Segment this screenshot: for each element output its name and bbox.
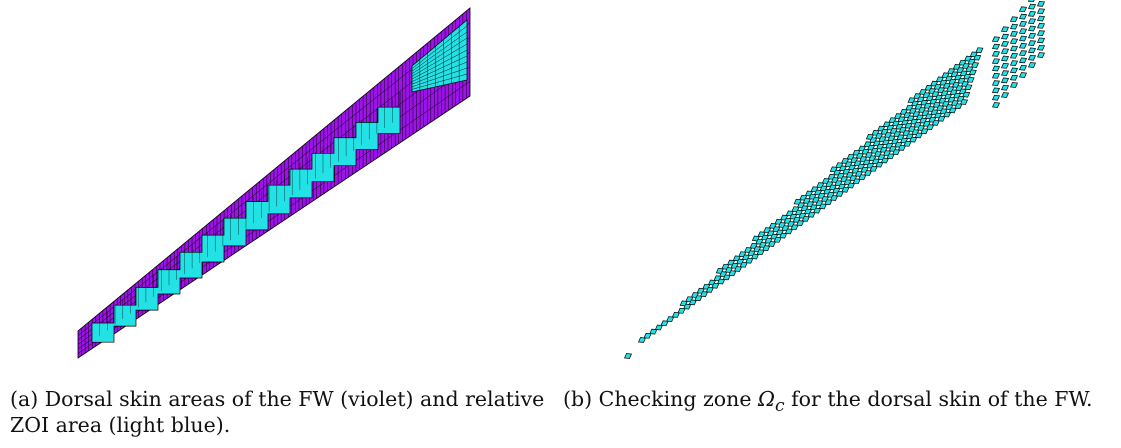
- checking-cell: [1000, 48, 1010, 55]
- checking-cell: [1009, 31, 1019, 37]
- checking-cell: [1027, 0, 1035, 3]
- checking-cell: [1018, 35, 1028, 42]
- checking-cell: [973, 54, 982, 61]
- checking-cell: [1009, 60, 1019, 66]
- checking-cell: [660, 320, 669, 327]
- checking-cell: [1009, 67, 1019, 74]
- checking-cell: [1000, 55, 1010, 62]
- checking-cell: [1000, 26, 1010, 33]
- checking-cell: [975, 47, 984, 54]
- checking-cell: [1009, 16, 1019, 23]
- caption-b-symbol: Ω: [757, 387, 775, 411]
- checking-cell: [991, 87, 1001, 94]
- checking-cell: [962, 91, 971, 98]
- checking-cell: [1018, 42, 1028, 49]
- checking-cell: [1027, 25, 1037, 32]
- checking-cell: [1018, 57, 1028, 64]
- checking-cell: [991, 65, 1001, 72]
- zoi-mesh-lines: [99, 25, 468, 336]
- checking-cell: [1027, 62, 1037, 68]
- checking-cell: [1036, 37, 1046, 44]
- checking-cell: [1018, 64, 1028, 71]
- checking-cell: [1027, 11, 1037, 17]
- figure-a-dorsal-skin-mesh: [77, 7, 471, 359]
- checking-cell: [1036, 15, 1046, 22]
- checking-cell: [1000, 84, 1010, 91]
- checking-cell: [637, 337, 647, 343]
- checking-cell: [1009, 38, 1019, 45]
- checking-cell: [1000, 70, 1010, 76]
- caption-b-before: Checking zone: [598, 387, 758, 411]
- checking-cell: [1000, 41, 1010, 47]
- checking-cell: [991, 58, 1001, 65]
- checking-cell: [959, 99, 969, 105]
- checking-cell: [1018, 6, 1028, 13]
- caption-a: (a) Dorsal skin areas of the FW (violet)…: [10, 386, 550, 438]
- checking-cell: [970, 62, 980, 68]
- checking-cell: [666, 316, 675, 322]
- checking-cell: [1000, 33, 1010, 40]
- checking-cell: [1009, 23, 1019, 30]
- caption-b: (b) Checking zone Ωc for the dorsal skin…: [563, 386, 1113, 419]
- caption-b-after: for the dorsal skin of the FW.: [784, 387, 1093, 411]
- checking-cell: [991, 80, 1001, 86]
- checking-cell: [991, 43, 1001, 50]
- checking-cell: [1027, 54, 1037, 61]
- checking-cell: [966, 76, 975, 83]
- checking-cell: [654, 324, 663, 331]
- caption-b-tag: (b): [563, 387, 593, 411]
- checking-cell: [991, 51, 1001, 57]
- checking-cell: [643, 332, 652, 339]
- checking-cell: [1018, 72, 1028, 78]
- checking-cell: [1018, 50, 1028, 56]
- figure-b-checking-zone: [623, 0, 1046, 359]
- checking-cell: [1036, 1, 1046, 7]
- checking-cell: [677, 307, 686, 314]
- checking-cell: [1027, 3, 1037, 10]
- checking-zone-cells: [623, 0, 1046, 359]
- checking-cell: [1009, 52, 1019, 59]
- checking-cell: [1036, 44, 1046, 51]
- checking-cell: [1009, 82, 1019, 88]
- caption-a-text: Dorsal skin areas of the FW (violet) and…: [10, 387, 545, 437]
- checking-cell: [1018, 28, 1028, 35]
- caption-a-tag: (a): [10, 387, 39, 411]
- checking-cell: [1009, 45, 1019, 52]
- checking-cell: [1036, 22, 1046, 29]
- checking-cell: [1000, 92, 1010, 98]
- caption-b-subscript: c: [774, 396, 785, 417]
- checking-cell: [964, 84, 973, 91]
- checking-cell: [1036, 52, 1046, 58]
- checking-cell: [1018, 21, 1028, 27]
- checking-cell: [991, 94, 1001, 101]
- checking-cell: [968, 69, 977, 76]
- checking-cell: [991, 36, 1001, 43]
- checking-cell: [1009, 74, 1019, 81]
- checking-cell: [991, 102, 1001, 108]
- checking-cell: [1000, 62, 1010, 69]
- checking-cell: [1018, 13, 1028, 20]
- checking-cell: [1027, 32, 1037, 39]
- checking-cell: [1036, 8, 1046, 15]
- checking-cell: [991, 72, 1001, 79]
- checking-cell: [1036, 30, 1046, 36]
- checking-cell: [1027, 18, 1037, 25]
- checking-cell: [1027, 47, 1037, 54]
- checking-cell: [623, 353, 633, 359]
- checking-cell: [1000, 77, 1010, 84]
- checking-cell: [1027, 40, 1037, 46]
